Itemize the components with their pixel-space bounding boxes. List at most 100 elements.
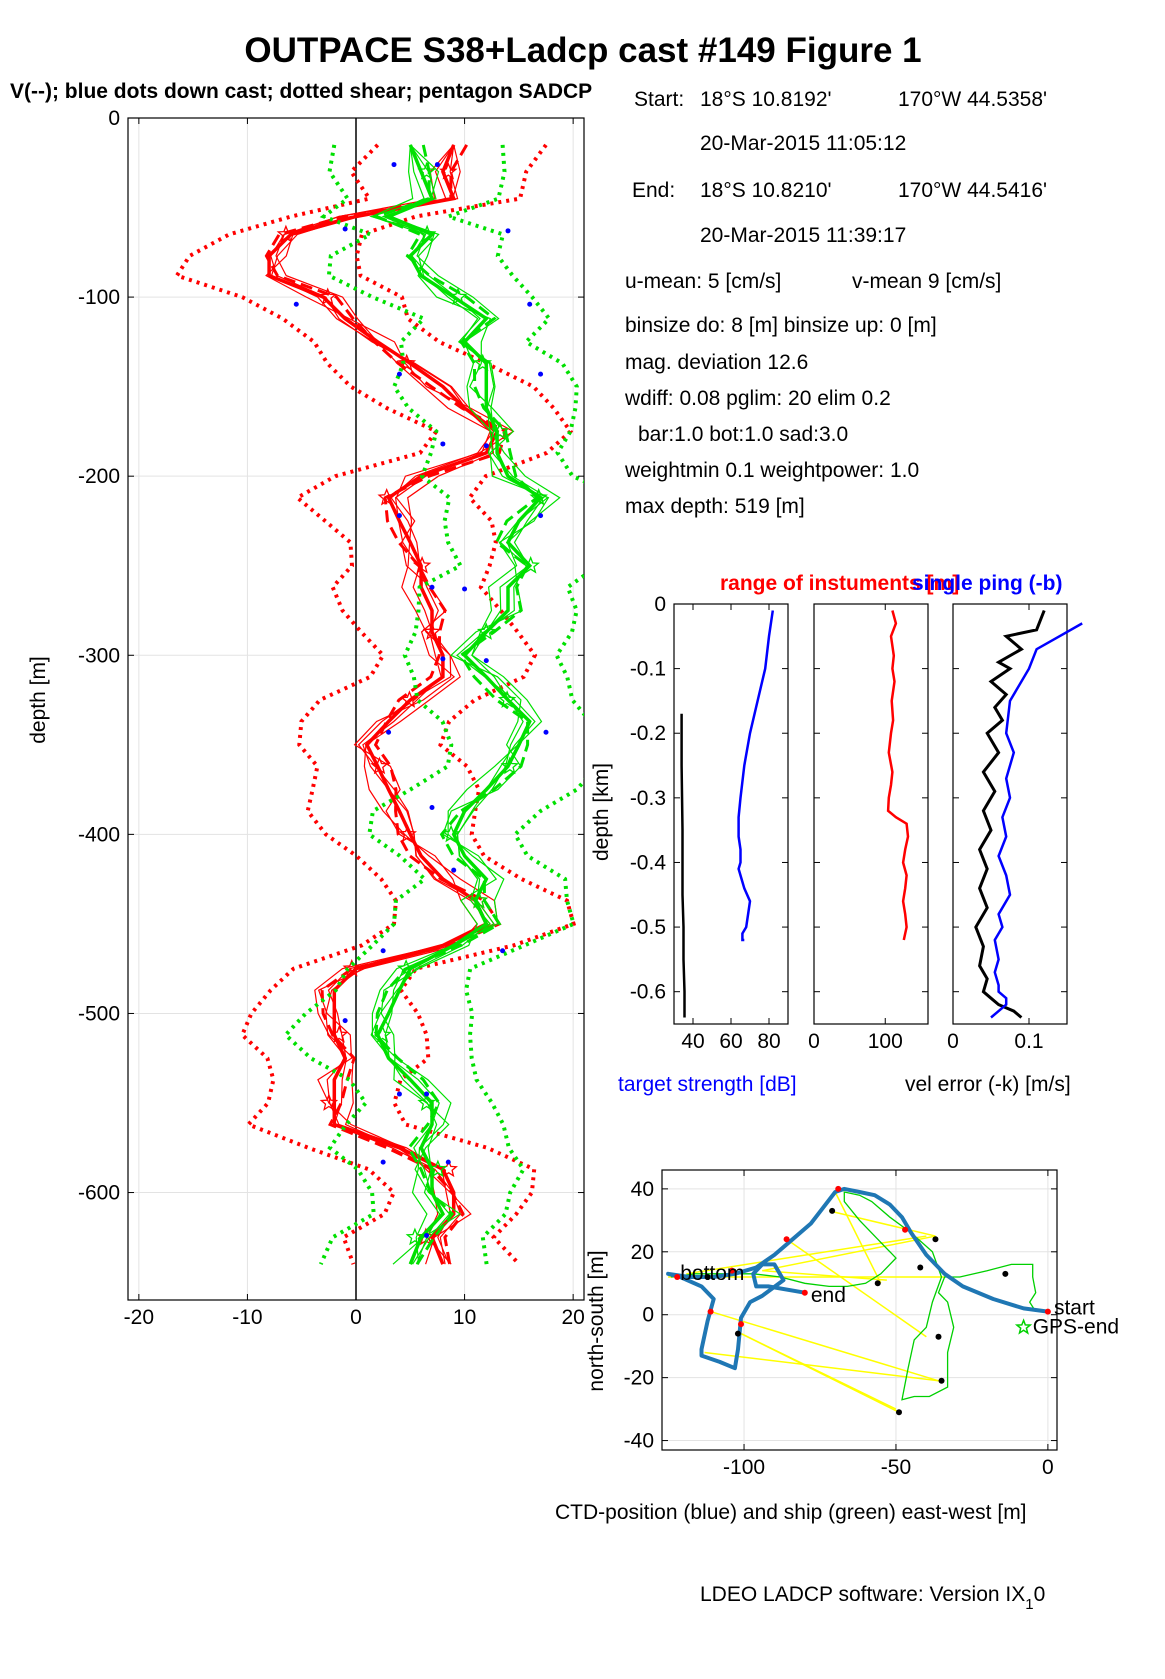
v-sadcp-marker: [500, 756, 520, 775]
end-longitude: 170°W 44.5416': [898, 179, 1047, 202]
time-marker-red: [674, 1273, 681, 1280]
v-sadcp-marker: [448, 287, 468, 306]
start-latitude: 18°S 10.8192': [700, 88, 832, 111]
v-profile-line: [381, 144, 549, 1265]
downcast-dot: [483, 443, 489, 449]
x-tick-label: 20: [561, 1306, 584, 1329]
y-tick-label: -20: [624, 1367, 654, 1390]
downcast-dot: [391, 162, 397, 168]
y-tick-label: -0.5: [630, 916, 666, 939]
downcast-dot: [440, 656, 446, 662]
time-marker-red: [738, 1321, 744, 1328]
time-marker-red: [707, 1308, 714, 1315]
downcast-dot: [424, 1233, 430, 1239]
x-tick-label: 60: [719, 1030, 742, 1053]
yellow-link: [686, 1235, 927, 1275]
y-tick-label: -600: [78, 1182, 120, 1205]
profile-line: [974, 609, 1046, 1019]
v-mean-line: [375, 144, 544, 1265]
wdiff: wdiff: 0.08 pglim: 20 elim 0.2: [624, 387, 891, 410]
downcast-dot: [462, 586, 468, 592]
time-marker-black: [932, 1236, 939, 1243]
footer-subscript: 1: [1025, 1596, 1033, 1613]
start-time: 20-Mar-2015 11:05:12: [700, 132, 906, 155]
y-tick-label: -100: [78, 286, 120, 309]
u-sadcp-marker: [319, 1093, 339, 1111]
v-sadcp-marker: [476, 622, 496, 640]
panel-ylabel: depth [km]: [590, 763, 613, 861]
main-series-group: [173, 143, 584, 1266]
time-marker-red: [728, 1267, 735, 1274]
position-xlabel: CTD-position (blue) and ship (green) eas…: [555, 1501, 1027, 1524]
footer-text: LDEO LADCP software: Version IX: [700, 1583, 1025, 1606]
time-marker-red: [1044, 1308, 1051, 1315]
downcast-dot: [429, 805, 435, 810]
u-sadcp-marker: [342, 958, 362, 977]
v-sadcp-marker: [521, 555, 540, 574]
yellow-link: [740, 1332, 900, 1413]
y-tick-label: -0.6: [630, 981, 666, 1004]
position-ylabel: north-south [m]: [585, 1250, 608, 1391]
u-sadcp-marker: [439, 161, 458, 180]
v-sadcp-marker: [469, 890, 489, 909]
binsize: binsize do: 8 [m] binsize up: 0 [m]: [625, 314, 937, 337]
u-downcast-line: [264, 144, 508, 1265]
v-mean: v-mean 9 [cm/s]: [852, 270, 1001, 293]
ctd-track: [666, 1186, 1049, 1371]
y-tick-label: -200: [78, 465, 120, 488]
x-tick-label: 0.1: [1014, 1030, 1043, 1053]
footer-tail: 0: [1034, 1583, 1046, 1606]
y-tick-label: -300: [78, 644, 120, 667]
v-sadcp-marker: [441, 824, 461, 843]
time-marker-black: [1002, 1270, 1009, 1277]
max-depth: max depth: 519 [m]: [625, 495, 805, 518]
v-sadcp-marker: [417, 161, 436, 180]
axes-frame: [813, 603, 929, 1025]
v-profile-line: [369, 144, 550, 1265]
downcast-dot: [451, 867, 457, 873]
velocity-profile-plot: -20 -10 0 10 200-100-200-300-400-500-600: [78, 107, 585, 1329]
y-tick-label: 0: [108, 107, 120, 130]
gps-end-label: GPS-end: [1033, 1316, 1119, 1339]
time-marker-black: [938, 1377, 945, 1384]
velocity-error-panel: 0 0.1: [947, 603, 1083, 1053]
y-tick-label: -0.2: [630, 722, 666, 745]
time-marker-red: [783, 1236, 790, 1243]
axes-frame: [661, 1169, 1058, 1451]
u-sadcp-marker: [329, 1025, 349, 1043]
u-shear-lower: [173, 143, 440, 1265]
ship-track: [671, 1191, 1037, 1401]
u-sadcp-marker: [397, 353, 417, 372]
v-profile-line: [370, 144, 544, 1265]
u-sadcp-marker: [370, 756, 389, 775]
v-sadcp-marker: [417, 1093, 436, 1111]
x-tick-label: 0: [1042, 1456, 1054, 1479]
u-sadcp-marker: [318, 287, 337, 306]
cast-info-block: Start: 18°S 10.8192' 170°W 44.5358' 20-M…: [624, 88, 1047, 518]
downcast-dot: [429, 584, 435, 590]
start-label: Start:: [634, 88, 684, 111]
time-marker-black: [896, 1409, 902, 1416]
x-tick-label: 0: [808, 1030, 820, 1053]
x-tick-label: 100: [868, 1030, 903, 1053]
axes-frame: [952, 603, 1068, 1025]
time-marker-red: [902, 1226, 909, 1233]
yellow-link: [834, 1191, 882, 1284]
time-marker-red: [835, 1185, 842, 1192]
range-panel: 0 100: [808, 603, 929, 1053]
start-label: start: [1054, 1297, 1095, 1320]
downcast-dot: [445, 1159, 451, 1165]
downcast-dot: [342, 1018, 348, 1024]
x-tick-label: 40: [681, 1030, 704, 1053]
end-time: 20-Mar-2015 11:39:17: [700, 224, 906, 247]
downcast-dot: [380, 1159, 386, 1165]
u-sadcp-marker: [422, 622, 442, 640]
u-sadcp-marker: [398, 824, 417, 843]
x-tick-label: 0: [947, 1030, 959, 1053]
u-sadcp-marker: [412, 555, 432, 574]
y-tick-label: -500: [78, 1002, 120, 1025]
yellow-link: [710, 1310, 939, 1382]
yellow-link: [762, 1235, 936, 1272]
downcast-dot: [396, 371, 402, 377]
